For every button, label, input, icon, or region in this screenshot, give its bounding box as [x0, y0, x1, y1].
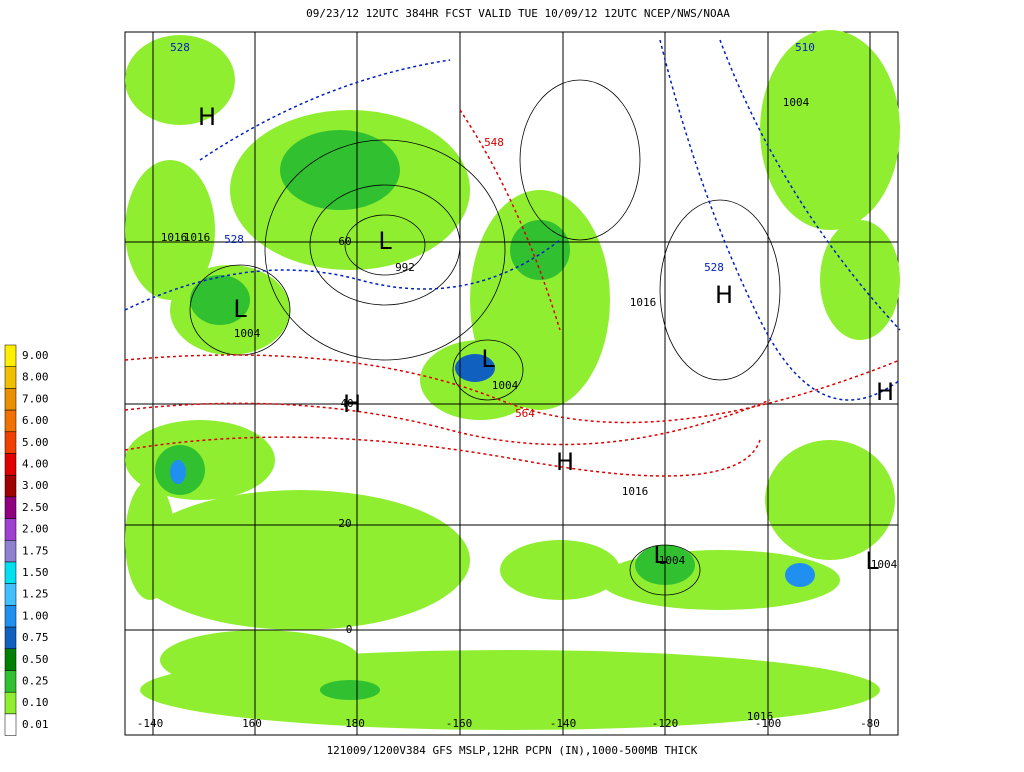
- legend-label: 1.75: [22, 544, 49, 557]
- legend-label: 1.50: [22, 566, 49, 579]
- legend-label: 7.00: [22, 392, 49, 405]
- legend-swatch: [4, 431, 17, 454]
- isobar-label: 1004: [871, 558, 898, 571]
- thickness-label: 528: [704, 261, 724, 274]
- pressure-center: H: [198, 103, 216, 131]
- legend-swatch: [4, 540, 17, 563]
- precip-areas: [125, 30, 900, 730]
- lon-label: -100: [755, 717, 782, 730]
- legend-swatch: [4, 561, 17, 584]
- legend-label: 1.00: [22, 609, 49, 622]
- lon-label: -160: [446, 717, 473, 730]
- legend-label: 0.10: [22, 696, 49, 709]
- lon-label: -140: [137, 717, 164, 730]
- lat-label: 60: [338, 235, 351, 248]
- legend-swatch: [4, 713, 17, 736]
- legend-swatch: [4, 344, 17, 367]
- map-labels: -140 160 180 -160 -140 -120 -100 -80 60 40 20 0 H L L H…: [137, 41, 898, 730]
- pressure-center: H: [876, 378, 894, 406]
- legend-label: 6.00: [22, 414, 49, 427]
- legend-label: 3.00: [22, 479, 49, 492]
- legend-swatch: [4, 409, 17, 433]
- pressure-center: H: [556, 448, 574, 476]
- title: 09/23/12 12UTC 384HR FCST VALID TUE 10/0…: [306, 7, 730, 20]
- isobar-label: 1004: [659, 554, 686, 567]
- map: -140 160 180 -160 -140 -120 -100 -80 60 40 20 0 H L L H…: [124, 30, 901, 736]
- lat-label: 20: [338, 517, 351, 530]
- legend-label: 1.25: [22, 588, 49, 601]
- lat-label: 0: [346, 623, 353, 636]
- pressure-center: L: [378, 227, 392, 255]
- contours: [124, 39, 901, 596]
- lon-label: -140: [550, 717, 577, 730]
- isobar-label: 1016: [184, 231, 211, 244]
- legend-label: 0.50: [22, 653, 49, 666]
- lon-label: -120: [652, 717, 679, 730]
- thickness-label: 510: [795, 41, 815, 54]
- legend-label: 5.00: [22, 436, 49, 449]
- lon-label: 160: [242, 717, 262, 730]
- legend-swatch: [4, 496, 17, 519]
- legend-swatch: [4, 626, 17, 650]
- legend-label: 8.00: [22, 371, 49, 384]
- isobar-label: 1016: [622, 485, 649, 498]
- legend-swatch: [4, 648, 17, 671]
- pressure-center: L: [481, 345, 495, 373]
- isobar-label: 1016: [630, 296, 657, 309]
- legend-swatch: [4, 474, 17, 498]
- legend-label: 2.50: [22, 501, 49, 514]
- isobar-label: 1004: [234, 327, 261, 340]
- legend-swatch: [4, 670, 17, 693]
- pressure-center: H: [715, 281, 733, 309]
- legend-label: 0.75: [22, 631, 49, 644]
- isobar-label: 992: [395, 261, 415, 274]
- thickness-label: 528: [170, 41, 190, 54]
- legend-swatch: [4, 366, 17, 389]
- legend-swatch: [4, 605, 17, 628]
- legend-label: 4.00: [22, 458, 49, 471]
- thickness-label: 548: [484, 136, 504, 149]
- legend: 9.00 8.00 7.00 6.00 5.00 4.00 3.00 2.50 2.00 1.75…: [4, 344, 49, 736]
- legend-swatch: [4, 388, 17, 411]
- pressure-center: L: [653, 541, 667, 569]
- legend-swatch: [4, 583, 17, 606]
- caption: 121009/1200V384 GFS MSLP,12HR PCPN (IN),…: [327, 744, 698, 757]
- pressure-center: L: [233, 295, 247, 323]
- lat-label: 40: [340, 397, 353, 410]
- legend-swatch: [4, 453, 17, 476]
- legend-label: 2.00: [22, 523, 49, 536]
- pressure-center: H: [343, 390, 361, 418]
- pressure-center: L: [865, 547, 879, 575]
- isobar-label: 1016: [161, 231, 188, 244]
- legend-swatch: [4, 691, 17, 715]
- lon-label: 180: [345, 717, 365, 730]
- legend-label: 9.00: [22, 349, 49, 362]
- isobar-label: 1016: [747, 710, 774, 723]
- thickness-label: 564: [515, 407, 535, 420]
- lon-label: -80: [860, 717, 880, 730]
- thickness-label: 528: [224, 233, 244, 246]
- legend-label: 0.01: [22, 718, 49, 731]
- legend-swatch: [4, 518, 17, 541]
- isobar-label: 1004: [492, 379, 519, 392]
- isobar-label: 1004: [783, 96, 810, 109]
- legend-label: 0.25: [22, 675, 49, 688]
